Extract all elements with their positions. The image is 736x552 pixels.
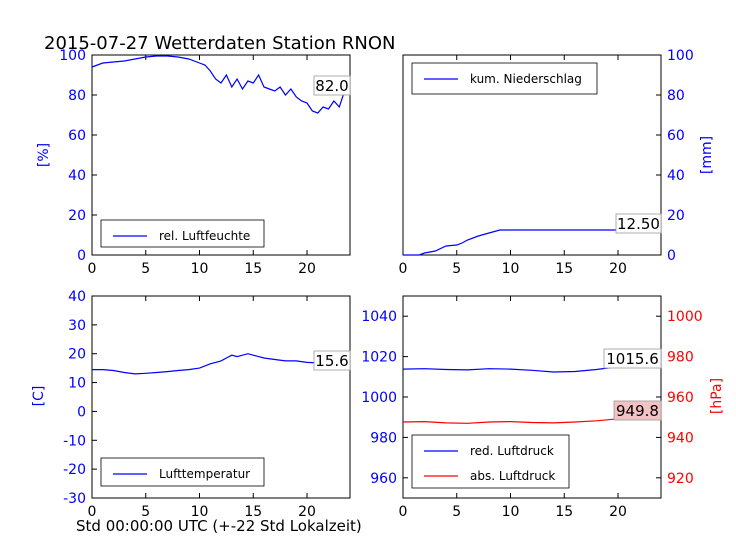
pressure-legend-label: red. Luftdruck	[470, 444, 554, 458]
precipitation-line	[403, 229, 661, 256]
x-tick-label: 20	[609, 504, 627, 520]
y-tick-label: -30	[63, 491, 86, 507]
x-tick-label: 15	[244, 261, 262, 277]
y-tick-label: 920	[667, 471, 694, 487]
x-tick-label: 5	[452, 261, 461, 277]
humidity-y-label: [%]	[36, 143, 52, 167]
x-tick-label: 5	[452, 504, 461, 520]
y-tick-label: 10	[68, 376, 86, 392]
y-tick-label: 20	[68, 347, 86, 363]
y-tick-label: 30	[68, 318, 86, 334]
precipitation-legend-label: kum. Niederschlag	[470, 72, 582, 86]
x-tick-label: 10	[502, 504, 520, 520]
y-tick-label: 0	[77, 248, 86, 264]
reduced-pressure-current-value: 1015.6	[606, 350, 659, 368]
y-tick-label: 20	[667, 208, 685, 224]
y-tick-label: 80	[667, 88, 685, 104]
y-tick-label: 40	[68, 168, 86, 184]
x-tick-label: 5	[141, 504, 150, 520]
y-tick-label: 100	[667, 48, 694, 64]
y-tick-label: 40	[667, 168, 685, 184]
x-tick-label: 20	[298, 504, 316, 520]
humidity-legend-box	[100, 219, 265, 248]
y-tick-label: 960	[667, 390, 694, 406]
reduced-pressure-current-value-box	[603, 348, 662, 369]
absolute-pressure-current-value-box	[613, 400, 662, 421]
x-tick-label: 0	[88, 261, 97, 277]
humidity-current-value-box	[313, 75, 351, 96]
y-tick-label: 0	[667, 248, 676, 264]
pressure-legend-label: abs. Luftdruck	[470, 469, 555, 483]
temperature-legend-box	[100, 457, 265, 487]
precipitation-y-label: [mm]	[699, 136, 715, 174]
x-tick-label: 5	[141, 261, 150, 277]
x-tick-label: 10	[191, 504, 209, 520]
humidity-legend-label: rel. Luftfeuchte	[159, 229, 250, 243]
x-tick-label: 0	[88, 504, 97, 520]
y-tick-label: 60	[68, 128, 86, 144]
temperature-y-label: [C]	[31, 386, 47, 407]
absolute-pressure-current-value: 949.8	[616, 402, 659, 420]
x-axis-label: Std 00:00:00 UTC (+-22 Std Lokalzeit)	[76, 517, 362, 535]
precipitation-current-value: 12.50	[617, 215, 660, 233]
temperature-current-value-box	[313, 350, 351, 371]
x-tick-label: 20	[609, 261, 627, 277]
x-tick-label: 0	[399, 504, 408, 520]
y-tick-label: 0	[77, 404, 86, 420]
y-tick-label: 980	[370, 430, 397, 446]
humidity-line	[91, 55, 350, 114]
figure-title: 2015-07-27 Wetterdaten Station RNON	[44, 33, 395, 54]
y-tick-label: 60	[667, 128, 685, 144]
y-tick-label: 940	[667, 430, 694, 446]
y-tick-label: 100	[59, 48, 86, 64]
pressure-y-label: [hPa]	[709, 378, 725, 414]
y-tick-label: 40	[68, 289, 86, 305]
y-tick-label: 960	[370, 471, 397, 487]
x-tick-label: 15	[555, 504, 573, 520]
x-tick-label: 15	[555, 261, 573, 277]
x-tick-label: 10	[502, 261, 520, 277]
y-tick-label: 1040	[361, 309, 397, 325]
y-tick-label: -10	[63, 433, 86, 449]
precipitation-current-value-box	[615, 213, 662, 234]
x-tick-label: 10	[191, 261, 209, 277]
temperature-legend-label: Lufttemperatur	[159, 467, 250, 481]
temperature-line	[92, 353, 351, 375]
x-tick-label: 15	[244, 504, 262, 520]
y-tick-label: 1020	[361, 350, 397, 366]
x-tick-label: 20	[298, 261, 316, 277]
y-tick-label: 80	[68, 88, 86, 104]
x-tick-label: 0	[399, 261, 408, 277]
humidity-current-value: 82.0	[315, 77, 348, 95]
temperature-current-value: 15.6	[315, 352, 348, 370]
y-tick-label: -20	[63, 462, 86, 478]
y-tick-label: 980	[667, 350, 694, 366]
pressure-legend-box	[411, 434, 570, 489]
y-tick-label: 1000	[361, 390, 397, 406]
y-tick-label: 20	[68, 208, 86, 224]
y-tick-label: 1000	[667, 309, 703, 325]
